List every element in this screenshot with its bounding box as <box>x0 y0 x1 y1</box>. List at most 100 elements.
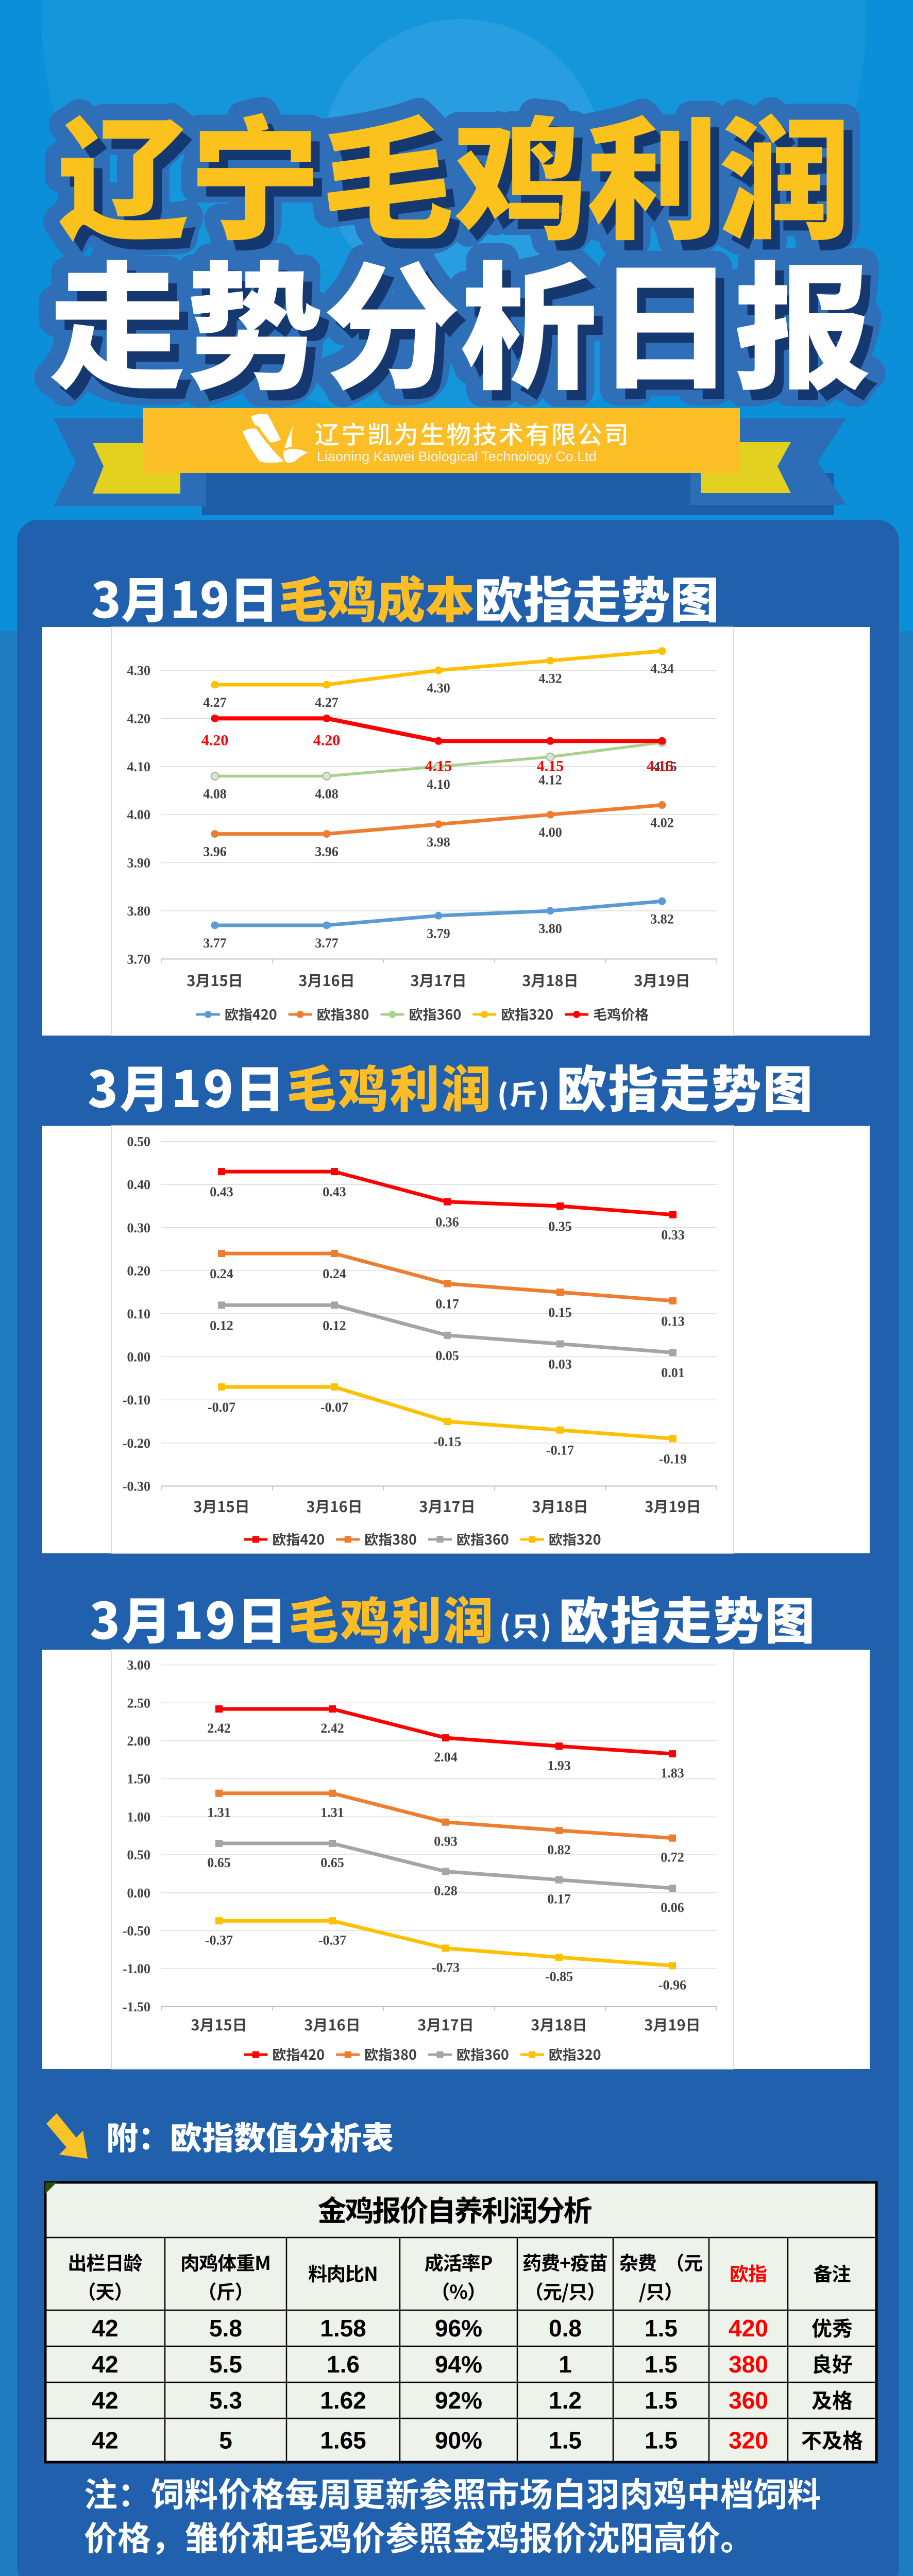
svg-text:3.79: 3.79 <box>427 926 450 941</box>
svg-text:3.80: 3.80 <box>538 921 562 936</box>
svg-text:0.93: 0.93 <box>434 1834 458 1849</box>
svg-text:4.08: 4.08 <box>315 787 339 802</box>
svg-text:0.36: 0.36 <box>435 1215 459 1230</box>
svg-text:42: 42 <box>92 2427 118 2454</box>
svg-text:1.6: 1.6 <box>327 2351 360 2378</box>
svg-text:3.90: 3.90 <box>127 856 151 871</box>
svg-text:3.70: 3.70 <box>127 952 151 967</box>
svg-text:4.08: 4.08 <box>203 787 227 802</box>
svg-text:2.42: 2.42 <box>207 1721 231 1736</box>
svg-text:2.00: 2.00 <box>127 1734 151 1749</box>
svg-text:4.15: 4.15 <box>425 757 452 774</box>
svg-text:0.28: 0.28 <box>434 1884 458 1899</box>
svg-text:-0.17: -0.17 <box>546 1443 574 1458</box>
svg-text:0.50: 0.50 <box>127 1134 151 1149</box>
svg-text:-0.37: -0.37 <box>318 1933 346 1947</box>
svg-text:1.62: 1.62 <box>320 2387 366 2414</box>
svg-text:0.30: 0.30 <box>127 1221 151 1235</box>
svg-text:3.00: 3.00 <box>127 1658 151 1673</box>
svg-text:0.40: 0.40 <box>127 1177 151 1192</box>
svg-text:0.00: 0.00 <box>127 1886 151 1901</box>
svg-text:0.43: 0.43 <box>323 1184 346 1199</box>
svg-text:-1.00: -1.00 <box>123 1961 150 1976</box>
svg-text:1.5: 1.5 <box>645 2387 678 2414</box>
svg-text:0.82: 0.82 <box>547 1842 571 1857</box>
svg-text:1.5: 1.5 <box>645 2427 678 2454</box>
svg-text:0.05: 0.05 <box>435 1348 459 1363</box>
svg-text:-0.20: -0.20 <box>123 1436 150 1451</box>
svg-text:1.93: 1.93 <box>547 1758 571 1773</box>
svg-text:380: 380 <box>729 2351 768 2378</box>
svg-text:4.15: 4.15 <box>653 759 677 774</box>
svg-text:0.17: 0.17 <box>435 1297 459 1312</box>
svg-text:0.13: 0.13 <box>661 1314 685 1329</box>
svg-text:0.06: 0.06 <box>661 1900 684 1915</box>
svg-text:4.12: 4.12 <box>538 772 562 787</box>
svg-text:1.31: 1.31 <box>207 1805 231 1820</box>
svg-text:4.30: 4.30 <box>427 681 450 696</box>
svg-text:5.5: 5.5 <box>209 2351 242 2378</box>
svg-text:1.31: 1.31 <box>320 1805 344 1820</box>
svg-text:4.30: 4.30 <box>127 663 151 678</box>
svg-text:90%: 90% <box>435 2427 482 2454</box>
svg-text:-0.15: -0.15 <box>433 1434 461 1449</box>
svg-text:3.96: 3.96 <box>203 844 227 859</box>
svg-text:-0.19: -0.19 <box>659 1451 687 1466</box>
svg-text:1.50: 1.50 <box>127 1772 151 1787</box>
svg-text:0.12: 0.12 <box>323 1318 346 1333</box>
svg-text:1.00: 1.00 <box>127 1809 151 1824</box>
svg-text:-0.96: -0.96 <box>658 1977 686 1992</box>
svg-text:-0.30: -0.30 <box>123 1479 150 1494</box>
svg-text:1.5: 1.5 <box>549 2427 582 2454</box>
svg-text:42: 42 <box>92 2351 118 2378</box>
svg-text:4.20: 4.20 <box>313 732 341 749</box>
svg-text:-0.10: -0.10 <box>123 1393 150 1408</box>
svg-text:0.24: 0.24 <box>323 1266 346 1281</box>
svg-text:-0.37: -0.37 <box>205 1933 233 1947</box>
svg-text:4.20: 4.20 <box>201 732 229 749</box>
svg-text:0.24: 0.24 <box>210 1266 233 1281</box>
svg-text:4.34: 4.34 <box>650 662 674 676</box>
svg-text:-0.07: -0.07 <box>320 1400 348 1415</box>
svg-text:1.2: 1.2 <box>549 2387 582 2414</box>
svg-text:Liaoning Kaiwei Biological Tec: Liaoning Kaiwei Biological Technology Co… <box>317 449 597 464</box>
svg-text:0.15: 0.15 <box>548 1305 572 1320</box>
svg-text:3.80: 3.80 <box>127 904 151 919</box>
svg-text:0.01: 0.01 <box>661 1365 685 1380</box>
svg-text:3.77: 3.77 <box>315 936 339 951</box>
svg-text:2.42: 2.42 <box>320 1721 344 1736</box>
svg-text:0.50: 0.50 <box>127 1848 151 1862</box>
svg-text:5.3: 5.3 <box>209 2387 242 2414</box>
svg-text:4.00: 4.00 <box>127 807 151 822</box>
svg-text:4.20: 4.20 <box>127 711 151 726</box>
svg-text:96%: 96% <box>435 2315 482 2342</box>
svg-text:4.15: 4.15 <box>647 757 674 774</box>
svg-text:42: 42 <box>92 2315 118 2342</box>
svg-text:3.96: 3.96 <box>315 844 339 859</box>
svg-text:2.04: 2.04 <box>434 1750 458 1765</box>
svg-text:0.00: 0.00 <box>127 1350 151 1365</box>
svg-text:0.8: 0.8 <box>549 2315 582 2342</box>
svg-text:0.10: 0.10 <box>127 1307 151 1321</box>
svg-text:1.5: 1.5 <box>645 2315 678 2342</box>
svg-text:3.98: 3.98 <box>427 835 450 850</box>
svg-text:1.58: 1.58 <box>320 2315 366 2342</box>
svg-text:1.83: 1.83 <box>661 1766 684 1781</box>
svg-text:4.32: 4.32 <box>538 671 562 686</box>
svg-text:360: 360 <box>729 2387 768 2414</box>
svg-text:5.8: 5.8 <box>209 2315 242 2342</box>
svg-text:-0.07: -0.07 <box>208 1400 235 1415</box>
svg-text:4.02: 4.02 <box>650 816 674 831</box>
svg-text:0.12: 0.12 <box>210 1318 233 1333</box>
svg-text:4.10: 4.10 <box>127 759 151 774</box>
svg-text:-0.85: -0.85 <box>545 1969 573 1984</box>
svg-text:420: 420 <box>729 2315 768 2342</box>
svg-text:4.27: 4.27 <box>315 695 339 710</box>
svg-text:4.10: 4.10 <box>427 777 450 792</box>
svg-text:42: 42 <box>92 2387 118 2414</box>
svg-text:0.17: 0.17 <box>547 1892 571 1907</box>
svg-text:4.15: 4.15 <box>537 757 564 774</box>
svg-text:0.35: 0.35 <box>548 1219 572 1234</box>
svg-text:5: 5 <box>219 2427 232 2454</box>
svg-text:0.03: 0.03 <box>548 1357 572 1372</box>
